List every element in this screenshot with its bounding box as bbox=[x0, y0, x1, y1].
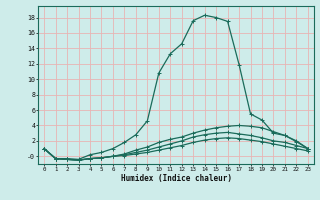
X-axis label: Humidex (Indice chaleur): Humidex (Indice chaleur) bbox=[121, 174, 231, 183]
